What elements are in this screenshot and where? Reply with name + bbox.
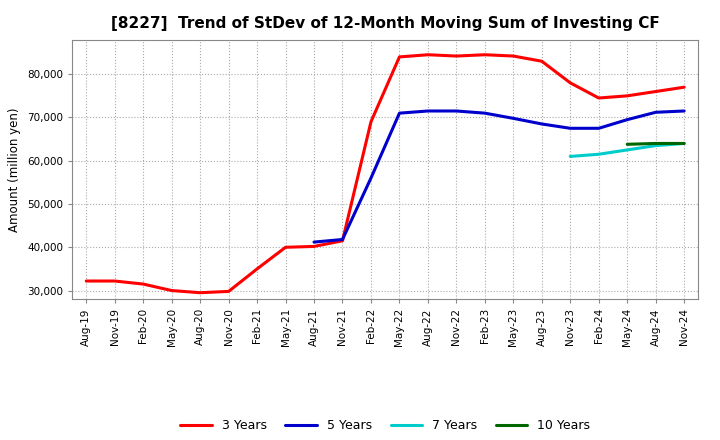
7 Years [652,143,660,148]
3 Years [366,119,375,125]
3 Years [282,245,290,250]
3 Years [509,53,518,59]
10 Years [652,141,660,146]
5 Years [652,110,660,115]
3 Years [423,52,432,57]
3 Years [110,279,119,284]
3 Years [452,53,461,59]
3 Years [623,93,631,99]
3 Years [310,244,318,249]
3 Years [480,52,489,57]
Line: 3 Years: 3 Years [86,55,684,293]
5 Years [595,126,603,131]
Line: 7 Years: 7 Years [570,143,684,156]
5 Years [395,110,404,116]
3 Years [338,238,347,243]
10 Years [623,142,631,147]
3 Years [652,89,660,94]
5 Years [338,237,347,242]
3 Years [537,59,546,64]
3 Years [139,282,148,287]
5 Years [537,121,546,127]
3 Years [680,84,688,90]
3 Years [196,290,204,295]
Line: 10 Years: 10 Years [627,143,684,144]
7 Years [623,147,631,153]
3 Years [225,289,233,294]
5 Years [509,116,518,121]
5 Years [310,239,318,245]
5 Years [366,176,375,181]
3 Years [167,288,176,293]
7 Years [566,154,575,159]
3 Years [595,95,603,101]
5 Years [452,108,461,114]
3 Years [82,279,91,284]
7 Years [680,141,688,146]
5 Years [423,108,432,114]
7 Years [595,152,603,157]
3 Years [566,80,575,85]
5 Years [566,126,575,131]
Line: 5 Years: 5 Years [314,111,684,242]
5 Years [680,108,688,114]
Title: [8227]  Trend of StDev of 12-Month Moving Sum of Investing CF: [8227] Trend of StDev of 12-Month Moving… [111,16,660,32]
10 Years [680,141,688,146]
5 Years [480,110,489,116]
3 Years [253,266,261,271]
3 Years [395,54,404,59]
Legend: 3 Years, 5 Years, 7 Years, 10 Years: 3 Years, 5 Years, 7 Years, 10 Years [176,414,595,437]
5 Years [623,117,631,122]
Y-axis label: Amount (million yen): Amount (million yen) [9,107,22,231]
